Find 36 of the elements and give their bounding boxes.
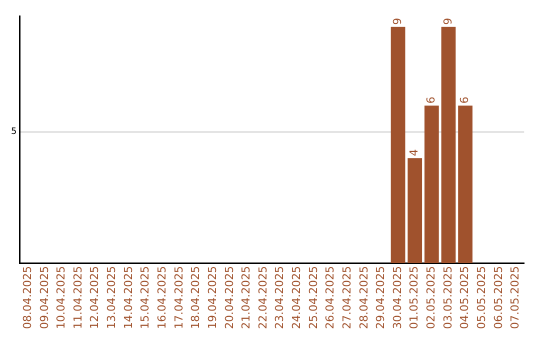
data-label: 6 — [424, 96, 438, 104]
data-label: 6 — [458, 96, 472, 104]
x-tick-label: 24.04.2025 — [290, 266, 304, 330]
x-tick-label: 13.04.2025 — [105, 266, 118, 330]
x-tick-label: 16.04.2025 — [156, 266, 169, 330]
x-tick-label: 19.04.2025 — [206, 266, 219, 330]
x-tick-label: 02.05.2025 — [424, 266, 438, 330]
x-tick-label: 07.05.2025 — [508, 266, 522, 330]
x-tick-label: 08.04.2025 — [20, 266, 34, 330]
data-label: 4 — [408, 149, 421, 156]
x-tick-label: 17.04.2025 — [172, 266, 186, 330]
y-tick-label: 5 — [10, 127, 17, 138]
x-tick-label: 30.04.2025 — [390, 266, 404, 330]
x-tick-label: 15.04.2025 — [138, 266, 152, 330]
x-tick-label: 23.04.2025 — [273, 266, 286, 330]
x-tick-label: 26.04.2025 — [324, 266, 337, 330]
data-label: 9 — [390, 18, 404, 25]
x-tick-label: 09.04.2025 — [38, 266, 51, 330]
x-tick-label: 03.05.2025 — [441, 266, 454, 330]
x-tick-label: 25.04.2025 — [306, 266, 320, 330]
x-tick-label: 20.04.2025 — [222, 266, 236, 330]
x-tick-label: 05.05.2025 — [474, 266, 488, 330]
x-tick-label: 27.04.2025 — [340, 266, 354, 330]
x-tick-label: 12.04.2025 — [88, 266, 102, 330]
x-tick-label: 29.04.2025 — [374, 266, 388, 330]
x-tick-label: 18.04.2025 — [189, 266, 202, 330]
x-tick-label: 10.04.2025 — [54, 266, 68, 330]
x-tick-label: 11.04.2025 — [71, 266, 84, 330]
x-tick-label: 01.05.2025 — [408, 266, 421, 330]
x-tick-label: 28.04.2025 — [357, 266, 370, 330]
x-tick-label: 14.04.2025 — [122, 266, 135, 330]
data-label: 9 — [441, 18, 454, 25]
x-tick-label: 22.04.2025 — [256, 266, 270, 330]
x-tick-label: 21.04.2025 — [240, 266, 253, 330]
x-tick-label: 04.05.2025 — [458, 266, 472, 330]
x-tick-label: 06.05.2025 — [492, 266, 505, 330]
